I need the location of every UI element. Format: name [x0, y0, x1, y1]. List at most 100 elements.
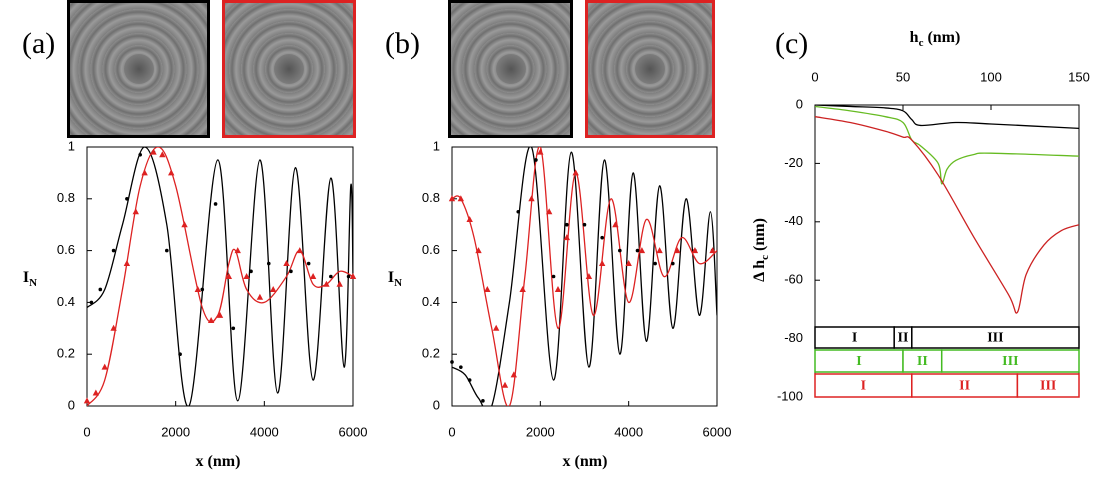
x-tick-label: 4000 [614, 424, 643, 439]
x-tick-label: 6000 [339, 424, 368, 439]
label-tail: (nm) [923, 29, 960, 46]
point [653, 261, 657, 266]
point [565, 222, 569, 227]
point [89, 300, 94, 305]
label-main: Δ h [751, 260, 768, 282]
point [336, 280, 343, 287]
x-tick-label: 100 [980, 69, 1002, 84]
point [123, 260, 131, 267]
point [138, 152, 142, 157]
region-label: II [959, 379, 970, 394]
point [309, 273, 317, 279]
point [475, 247, 482, 254]
point [323, 280, 330, 287]
x-tick-label: 4000 [250, 424, 279, 439]
point [554, 285, 562, 292]
series-line [815, 116, 1079, 314]
point [83, 397, 91, 404]
point [266, 261, 271, 266]
point [165, 248, 169, 253]
point [671, 261, 675, 266]
point [159, 151, 166, 158]
point [289, 269, 293, 274]
point [111, 248, 116, 253]
y-tick-label: 0 [796, 96, 803, 111]
point [625, 260, 632, 267]
point [459, 365, 463, 369]
label-sub: N [394, 277, 402, 289]
x-tick-label: 6000 [703, 424, 732, 439]
point [510, 371, 518, 378]
region-label: I [856, 354, 861, 369]
label-main: x (nm) [563, 453, 608, 470]
label-main: I [388, 269, 394, 286]
point [618, 248, 622, 253]
point [501, 381, 509, 388]
point [481, 399, 485, 403]
label-main: I [23, 269, 29, 286]
label-tail: (nm) [751, 218, 768, 255]
image-black [67, 0, 210, 138]
y-tick-label: 0.8 [57, 190, 75, 205]
point [585, 273, 593, 279]
point [598, 260, 606, 267]
panel-label: (a) [22, 27, 55, 60]
point [101, 363, 108, 370]
point [572, 169, 579, 176]
image-red [222, 0, 356, 138]
region-label: III [1040, 379, 1056, 394]
point [329, 274, 333, 279]
plot-frame [451, 146, 718, 407]
y-tick-label: 1 [68, 138, 75, 153]
region-segment [1016, 373, 1080, 398]
y-tick-label: 0.2 [57, 346, 75, 361]
point [110, 324, 117, 331]
point [207, 317, 215, 324]
y-tick-label: 0.2 [422, 346, 440, 361]
point [306, 261, 311, 266]
axis-label: IN [388, 269, 402, 289]
point [98, 287, 103, 292]
point [225, 273, 233, 279]
point [551, 274, 556, 279]
point [545, 208, 553, 215]
point [457, 195, 465, 202]
point [283, 260, 290, 267]
point [231, 326, 236, 331]
y-tick-label: 0.6 [422, 242, 440, 257]
point [448, 195, 456, 202]
y-tick-label: 0.4 [57, 294, 75, 309]
point [534, 158, 538, 162]
x-tick-label: 50 [896, 69, 910, 84]
region-label: III [1002, 354, 1018, 369]
point [200, 287, 205, 292]
point [467, 378, 472, 382]
point [92, 389, 100, 396]
x-tick-label: 0 [448, 424, 455, 439]
point [168, 169, 175, 176]
y-tick-label: -60 [784, 272, 803, 287]
series-line [87, 147, 353, 406]
y-tick-label: -20 [784, 155, 803, 170]
point [249, 269, 253, 274]
series-line [815, 105, 1079, 130]
x-tick-label: 0 [811, 69, 818, 84]
x-tick-label: 150 [1068, 69, 1090, 84]
point [270, 285, 277, 292]
axis-label: IN [23, 269, 37, 289]
point [516, 209, 521, 214]
point [563, 234, 571, 241]
point [674, 247, 681, 254]
axis-label: Δ hc (nm) [751, 218, 771, 282]
label-sub: N [29, 277, 37, 289]
point [194, 285, 202, 292]
label-main: h [910, 29, 919, 46]
point [635, 248, 640, 253]
region-segment [940, 349, 1080, 373]
point [484, 285, 491, 292]
point [216, 311, 224, 318]
series-line [452, 147, 717, 406]
region-label: II [898, 331, 909, 346]
point [612, 221, 619, 228]
